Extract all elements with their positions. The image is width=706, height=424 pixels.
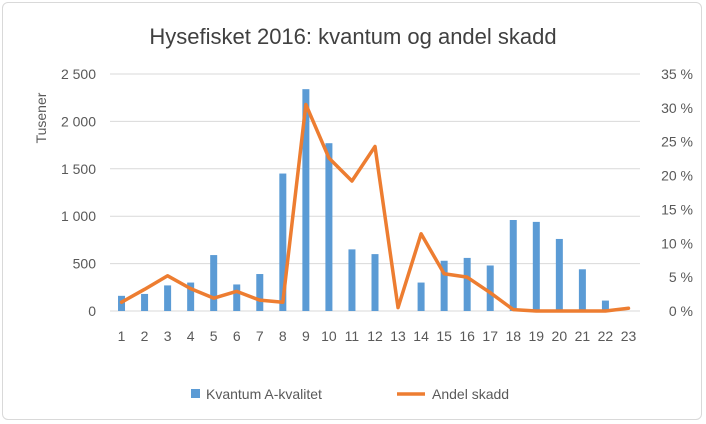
x-tick-label: 21 bbox=[575, 328, 591, 344]
y2-tick-label: 0 % bbox=[669, 303, 693, 319]
x-tick-label: 8 bbox=[279, 328, 287, 344]
y2-tick-label: 30 % bbox=[661, 100, 693, 116]
y-tick-label: 1 500 bbox=[61, 161, 96, 177]
bar bbox=[578, 269, 586, 311]
y2-axis-ticks: 0 % 5 % 10 % 15 % 20 % 25 % 30 % 35 % bbox=[661, 66, 693, 319]
bar bbox=[164, 285, 172, 311]
x-tick-label: 19 bbox=[529, 328, 545, 344]
bar bbox=[440, 260, 448, 311]
bar bbox=[302, 89, 310, 311]
y2-tick-label: 10 % bbox=[661, 235, 693, 251]
y-tick-label: 500 bbox=[73, 256, 97, 272]
x-tick-label: 13 bbox=[390, 328, 406, 344]
bar bbox=[279, 173, 287, 311]
line-path bbox=[119, 102, 631, 313]
legend-label-andel-skadd: Andel skadd bbox=[432, 386, 509, 402]
x-tick-label: 7 bbox=[256, 328, 264, 344]
x-tick-label: 5 bbox=[210, 328, 218, 344]
x-tick-label: 10 bbox=[321, 328, 337, 344]
y-tick-label: 2 000 bbox=[61, 113, 96, 129]
bar bbox=[141, 293, 149, 311]
x-tick-label: 16 bbox=[459, 328, 475, 344]
y-tick-label: 1 000 bbox=[61, 208, 96, 224]
y2-tick-label: 5 % bbox=[669, 269, 693, 285]
x-tick-label: 6 bbox=[233, 328, 241, 344]
y2-tick-label: 25 % bbox=[661, 134, 693, 150]
chart-title: Hysefisket 2016: kvantum og andel skadd bbox=[149, 24, 556, 49]
bar bbox=[256, 274, 264, 311]
bar bbox=[210, 255, 218, 311]
x-tick-label: 15 bbox=[436, 328, 452, 344]
bar bbox=[348, 249, 356, 311]
bar bbox=[532, 221, 540, 311]
y2-tick-label: 15 % bbox=[661, 201, 693, 217]
bar bbox=[187, 282, 195, 311]
x-tick-label: 20 bbox=[552, 328, 568, 344]
bar bbox=[509, 219, 517, 311]
y-tick-label: 0 bbox=[88, 303, 96, 319]
y2-tick-label: 20 % bbox=[661, 168, 693, 184]
x-tick-label: 23 bbox=[621, 328, 637, 344]
bar bbox=[417, 282, 425, 311]
line-series bbox=[119, 102, 631, 313]
bar-series bbox=[118, 89, 609, 311]
bar bbox=[371, 254, 379, 311]
legend-label-kvantum: Kvantum A-kvalitet bbox=[206, 386, 322, 402]
x-tick-label: 11 bbox=[345, 328, 360, 344]
x-tick-label: 3 bbox=[164, 328, 172, 344]
y2-tick-label: 35 % bbox=[661, 66, 693, 82]
y-axis-ticks: 0 500 1 000 1 500 2 000 2 500 bbox=[61, 66, 96, 319]
x-tick-label: 17 bbox=[482, 328, 498, 344]
x-axis-ticks: 1 2 3 4 5 6 7 8 9 10 11 12 13 14 15 16 17 18 19 20 21 22 23 bbox=[118, 328, 637, 344]
x-tick-label: 12 bbox=[367, 328, 383, 344]
x-tick-label: 22 bbox=[598, 328, 614, 344]
bar bbox=[325, 143, 333, 311]
bar bbox=[486, 265, 494, 311]
x-tick-label: 2 bbox=[141, 328, 149, 344]
bar bbox=[233, 284, 241, 311]
x-tick-label: 1 bbox=[118, 328, 126, 344]
legend: Kvantum A-kvalitet Andel skadd bbox=[191, 386, 509, 402]
bar bbox=[463, 257, 471, 311]
y-tick-label: 2 500 bbox=[61, 66, 96, 82]
x-tick-label: 18 bbox=[505, 328, 521, 344]
legend-swatch-kvantum bbox=[191, 389, 200, 398]
y-axis-label: Tusener bbox=[33, 92, 49, 143]
x-tick-label: 14 bbox=[413, 328, 429, 344]
x-tick-label: 9 bbox=[302, 328, 310, 344]
bar bbox=[601, 300, 609, 311]
chart-frame bbox=[2, 2, 702, 420]
x-tick-label: 4 bbox=[187, 328, 195, 344]
bar bbox=[555, 238, 563, 311]
